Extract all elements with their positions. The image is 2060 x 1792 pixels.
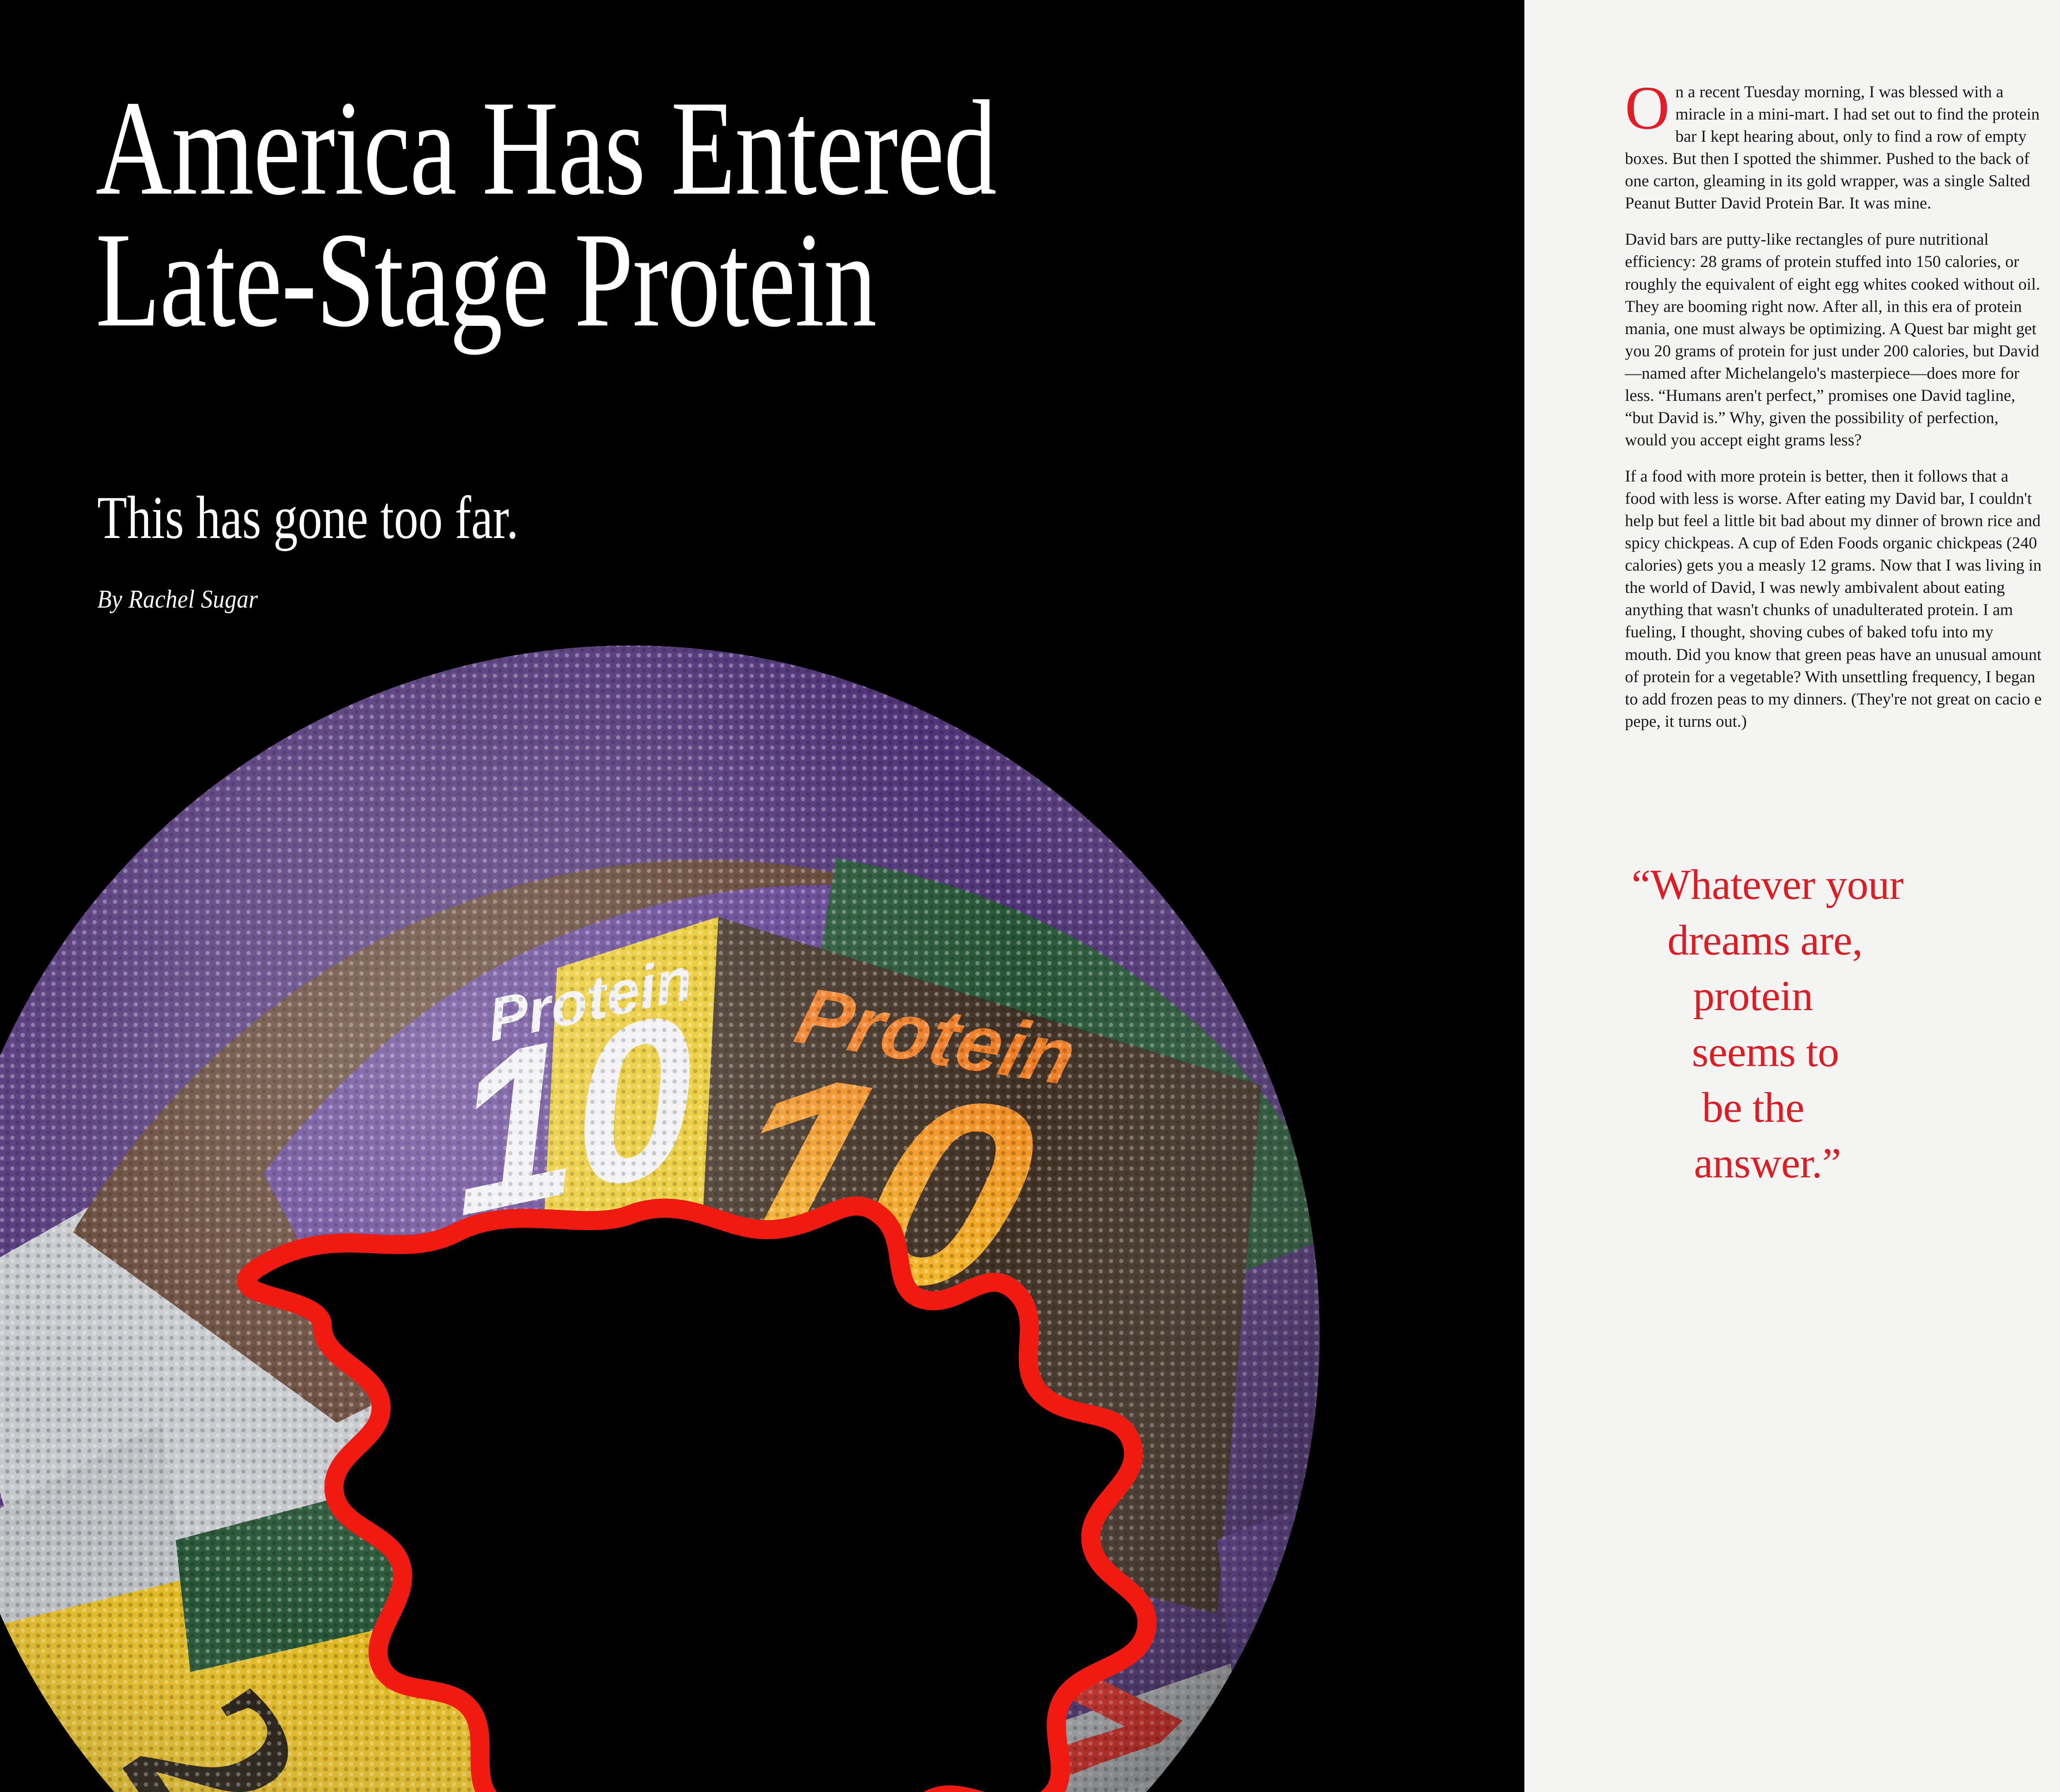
pull-quote: “Whatever your dreams are, protein seems… (1590, 857, 1945, 1191)
headline-line-2: Late-Stage Protein (96, 205, 877, 356)
article-deck: This has gone too far. (97, 484, 519, 552)
page-title: America Has Entered Late-Stage Protein (96, 73, 1092, 356)
byline: By Rachel Sugar (97, 585, 258, 613)
globe-facets: Protein 10 Grams Protein 10 Grams 20 Gra… (0, 645, 1320, 1792)
headline-line-1: America Has Entered (96, 73, 997, 223)
paragraph-text: n a recent Tuesday morning, I was blesse… (1625, 82, 2040, 213)
pull-quote-line: dreams are, (1667, 917, 1863, 964)
globe-illustration: Protein 10 Grams Protein 10 Grams 20 Gra… (0, 601, 1364, 1792)
pull-quote-line: be the (1702, 1083, 1805, 1131)
torn-void (237, 1196, 1157, 1792)
pull-quote-line: protein (1693, 972, 1813, 1020)
pull-quote-line: “Whatever your (1632, 861, 1903, 908)
hero-panel: America Has Entered Late-Stage Protein T… (0, 0, 1524, 1792)
pull-quote-line: seems to (1692, 1028, 1839, 1076)
pull-quote-line: answer.” (1694, 1139, 1841, 1187)
paragraph: If a food with more protein is better, t… (1625, 467, 2042, 730)
paragraph: David bars are putty-like rectangles of … (1625, 230, 2040, 449)
drop-cap: O (1625, 74, 1670, 142)
